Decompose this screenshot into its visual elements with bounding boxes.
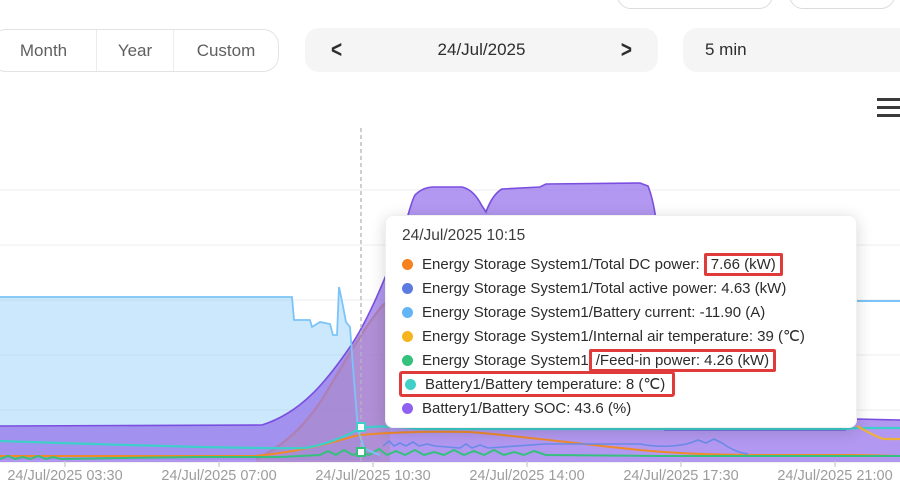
series-dot-feed-in-power [402, 354, 413, 366]
series-dot-battery-temperature [405, 378, 416, 390]
annotation-box-feed-in: /Feed-in power: 4.26 (kW) [588, 348, 777, 372]
tooltip-row-battery-soc: Battery1/Battery SOC: 43.6 (%) [402, 396, 846, 420]
chart-tooltip: 24/Jul/2025 10:15 Energy Storage System1… [385, 215, 857, 428]
series-dot-total-active-power [402, 282, 413, 294]
date-navigator: < 24/Jul/2025 > [305, 28, 658, 72]
series-dot-battery-soc [402, 402, 413, 414]
x-axis-label: 24/Jul/2025 07:00 [161, 468, 277, 484]
tooltip-timestamp: 24/Jul/2025 10:15 [402, 227, 526, 244]
interval-value: 5 min [705, 40, 747, 59]
selected-date[interactable]: 24/Jul/2025 [437, 40, 526, 59]
tab-year[interactable]: Year [96, 30, 173, 71]
interval-select[interactable]: 5 min [683, 28, 900, 72]
tooltip-row-battery-temperature: Battery1/Battery temperature: 8 (℃) [399, 371, 846, 397]
x-axis-label: 24/Jul/2025 17:30 [623, 468, 739, 484]
annotation-box-battery-temperature: Battery1/Battery temperature: 8 (℃) [399, 371, 676, 397]
series-dot-internal-air-temperature [402, 330, 413, 342]
annotation-box-dc-power: 7.66 (kW) [703, 252, 783, 276]
chevron-left-icon[interactable]: < [331, 36, 343, 64]
tooltip-row-battery-current: Energy Storage System1/Battery current: … [402, 300, 846, 324]
x-axis-label: 24/Jul/2025 21:00 [777, 468, 893, 484]
x-axis-label: 24/Jul/2025 10:30 [315, 468, 431, 484]
feed-in-power-line [0, 447, 900, 461]
total-active-power-line [382, 438, 749, 455]
tab-month[interactable]: Month [19, 40, 68, 60]
tooltip-row-internal-air-temperature: Energy Storage System1/Internal air temp… [402, 324, 846, 348]
air-temperature-line-right [856, 425, 900, 441]
chevron-right-icon[interactable]: > [620, 36, 632, 64]
crosshair-marker-temperature [356, 422, 366, 432]
hamburger-menu-icon[interactable] [877, 97, 900, 119]
tooltip-row-total-dc-power: Energy Storage System1/Total DC power: 7… [402, 252, 846, 276]
series-dot-total-dc-power [402, 258, 413, 270]
tooltip-row-feed-in-power: Energy Storage System1/Feed-in power: 4.… [402, 348, 846, 372]
x-axis: 24/Jul/2025 03:30 24/Jul/2025 07:00 24/J… [0, 468, 900, 490]
total-dc-power-line [0, 430, 900, 457]
tab-custom[interactable]: Custom [173, 30, 278, 71]
tooltip-row-total-active-power: Energy Storage System1/Total active powe… [402, 276, 846, 300]
x-axis-label: 24/Jul/2025 03:30 [7, 468, 123, 484]
x-axis-label: 24/Jul/2025 14:00 [469, 468, 585, 484]
crosshair-marker-feedin [356, 447, 366, 457]
range-tabs: Month Year Custom [0, 29, 279, 72]
x-axis-ticks [64, 461, 836, 467]
series-dot-battery-current [402, 306, 413, 318]
battery-current-line [0, 286, 381, 456]
